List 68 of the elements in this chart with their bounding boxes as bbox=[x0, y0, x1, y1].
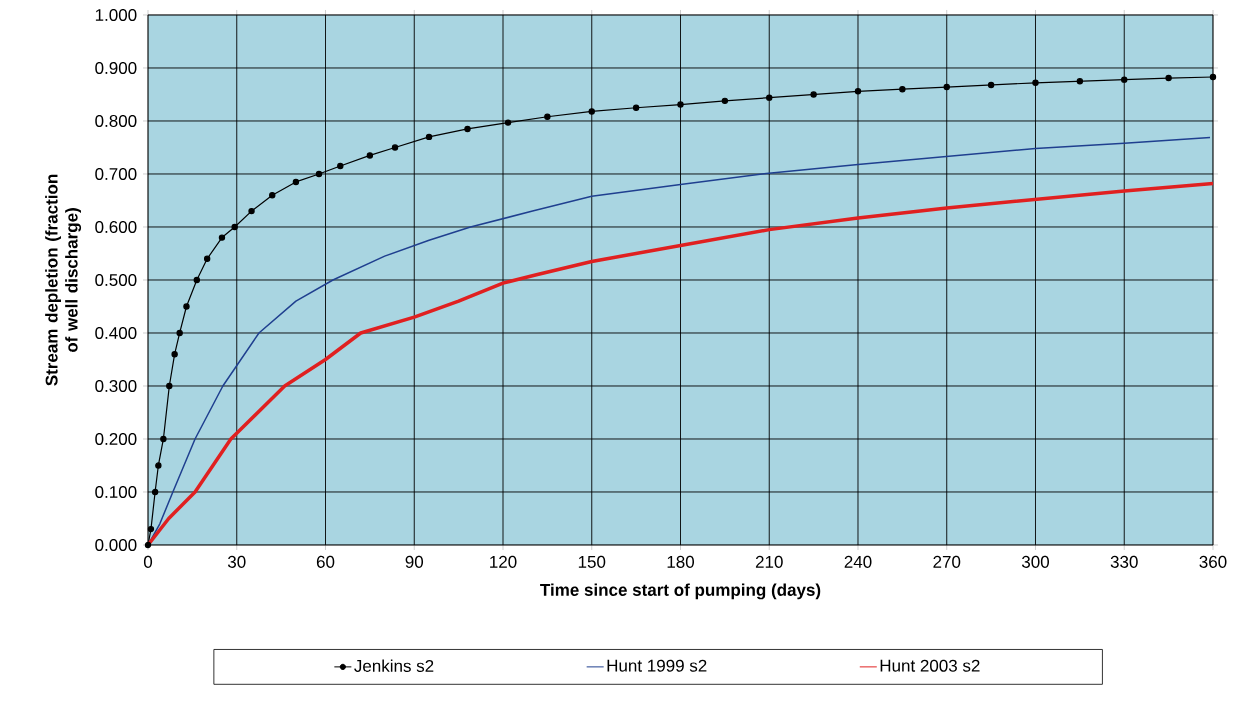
legend-label: Hunt 2003 s2 bbox=[880, 659, 980, 672]
point bbox=[544, 113, 551, 120]
point bbox=[987, 81, 995, 89]
y-axis-title: Stream depletion (fraction of well discharge) bbox=[45, 174, 82, 386]
point bbox=[183, 303, 190, 310]
y-tick-label: 0.100 bbox=[95, 485, 137, 499]
point bbox=[292, 178, 300, 186]
y-tick-label: 0.600 bbox=[95, 220, 137, 234]
y-tick-label: 0.400 bbox=[95, 326, 137, 340]
y-tick-label: 0.500 bbox=[95, 273, 137, 287]
point bbox=[899, 85, 906, 93]
point bbox=[391, 144, 399, 151]
point bbox=[366, 152, 374, 159]
x-tick-label: 240 bbox=[844, 555, 872, 568]
point bbox=[193, 276, 201, 284]
point bbox=[464, 125, 471, 133]
x-tick-label: 30 bbox=[227, 555, 246, 568]
y-tick-label: 0.800 bbox=[95, 114, 137, 128]
point bbox=[231, 223, 238, 231]
legend-label: Jenkins s2 bbox=[354, 659, 434, 672]
point bbox=[151, 488, 159, 496]
x-tick-label: 270 bbox=[933, 555, 961, 568]
point bbox=[203, 255, 211, 262]
y-tick-label: 0.200 bbox=[95, 432, 137, 446]
y-tick-label: 0.300 bbox=[95, 379, 137, 393]
y-tick-label: 0.700 bbox=[95, 167, 137, 181]
point bbox=[425, 133, 433, 141]
point bbox=[766, 94, 773, 101]
point bbox=[1032, 79, 1039, 87]
point bbox=[166, 382, 173, 390]
x-tick-label: 120 bbox=[490, 555, 517, 568]
point bbox=[147, 525, 155, 533]
point bbox=[160, 435, 167, 443]
x-tick-label: 90 bbox=[405, 555, 424, 568]
x-tick-label: 150 bbox=[578, 555, 606, 568]
legend-label: Hunt 1999 s2 bbox=[607, 659, 707, 672]
point bbox=[218, 234, 226, 241]
point bbox=[1209, 73, 1217, 81]
point bbox=[315, 170, 323, 178]
point bbox=[632, 104, 640, 111]
y-tick-label: 0.000 bbox=[95, 538, 137, 552]
y-tick-label: 1.000 bbox=[95, 8, 137, 22]
point bbox=[155, 462, 162, 469]
x-tick-label: 180 bbox=[667, 555, 695, 568]
point bbox=[171, 350, 178, 358]
x-tick-label: 0 bbox=[143, 555, 153, 568]
point bbox=[1076, 78, 1084, 85]
point bbox=[1121, 76, 1128, 83]
point bbox=[721, 97, 729, 105]
x-tick-label: 300 bbox=[1021, 555, 1050, 568]
x-tick-label: 360 bbox=[1199, 555, 1227, 568]
point bbox=[943, 83, 950, 91]
x-tick-label: 330 bbox=[1110, 555, 1138, 568]
x-axis-title: Time since start of pumping (days) bbox=[540, 583, 821, 600]
point bbox=[337, 162, 344, 170]
x-tick-label: 210 bbox=[755, 555, 783, 568]
y-tick-label: 0.900 bbox=[95, 61, 137, 75]
point bbox=[248, 207, 255, 215]
point bbox=[144, 541, 152, 549]
point bbox=[269, 191, 276, 199]
x-tick-label: 60 bbox=[316, 555, 335, 568]
point bbox=[1165, 74, 1172, 82]
point bbox=[504, 119, 512, 126]
point bbox=[176, 329, 183, 337]
point bbox=[677, 101, 684, 108]
point bbox=[810, 91, 817, 98]
point bbox=[854, 88, 862, 95]
point bbox=[588, 108, 595, 115]
